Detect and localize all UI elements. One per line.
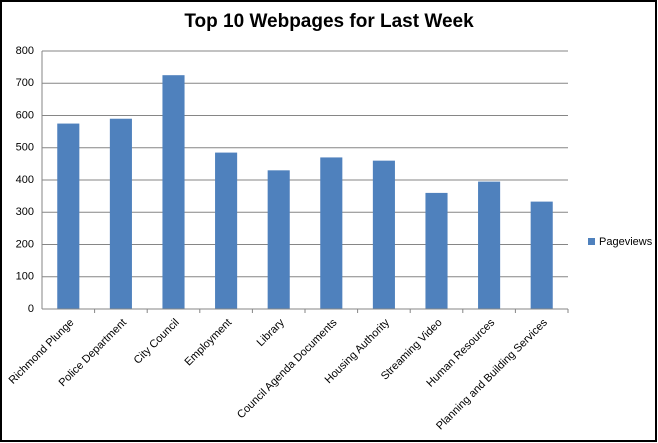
y-tick-label: 800 — [16, 45, 34, 57]
y-tick-label: 600 — [16, 109, 34, 121]
bar — [162, 75, 185, 309]
y-tick-label: 0 — [28, 303, 34, 315]
y-tick-label: 400 — [16, 174, 34, 186]
bar — [57, 123, 80, 309]
bar — [425, 192, 448, 309]
legend-label: Pageviews — [599, 236, 653, 248]
y-tick-label: 700 — [16, 77, 34, 89]
y-tick-label: 300 — [16, 206, 34, 218]
bar — [530, 201, 553, 309]
y-tick-label: 100 — [16, 271, 34, 283]
legend-swatch — [588, 238, 595, 245]
bar — [109, 118, 132, 309]
bar — [372, 160, 395, 309]
y-tick-label: 500 — [16, 142, 34, 154]
bar — [478, 181, 501, 309]
y-tick-label: 200 — [16, 238, 34, 250]
chart-title: Top 10 Webpages for Last Week — [184, 11, 474, 32]
bar — [320, 157, 343, 309]
bar — [215, 152, 238, 309]
bar — [267, 170, 290, 309]
